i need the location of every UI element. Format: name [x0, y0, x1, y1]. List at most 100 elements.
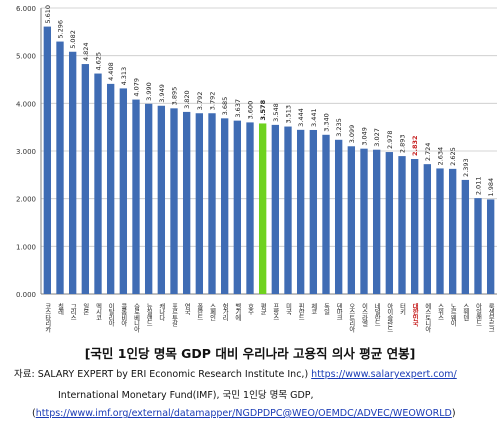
imf-datamapper-link[interactable]: https://www.imf.org/external/datamapper/… — [35, 408, 452, 419]
source-paren-close: ) — [451, 408, 456, 419]
value-label-23: 3.235 — [335, 118, 343, 137]
bar-5 — [106, 83, 115, 294]
value-label-25: 3.049 — [361, 127, 369, 146]
category-label-32: 노르웨이 — [449, 303, 456, 328]
category-label-20: 핀란드 — [297, 302, 304, 321]
bar-21 — [309, 129, 318, 294]
bar-22 — [322, 134, 330, 294]
bar-17 — [258, 123, 267, 294]
category-label-2: 그리스 — [69, 303, 76, 321]
y-tick-label: 4.000 — [16, 100, 36, 108]
value-label-7: 4.079 — [133, 78, 141, 97]
bar-2 — [68, 51, 77, 295]
value-label-22: 3.340 — [323, 113, 331, 132]
category-label-9: 캐나다 — [158, 303, 165, 322]
y-tick-label: 1.000 — [16, 243, 36, 251]
category-label-34: 아일랜드 — [475, 302, 482, 326]
value-label-2: 5.082 — [69, 30, 77, 49]
value-label-6: 4.313 — [120, 67, 128, 86]
y-tick-label: 0.000 — [16, 291, 36, 299]
category-label-31: 스위스 — [437, 303, 444, 321]
category-label-3: 일본 — [82, 302, 89, 316]
bar-7 — [132, 99, 140, 295]
bar-0 — [43, 26, 52, 295]
bar-28 — [398, 156, 406, 294]
value-label-26: 3.027 — [373, 128, 381, 147]
bar-24 — [347, 146, 356, 294]
category-label-25: 이스라엘 — [361, 302, 368, 327]
bar-19 — [284, 126, 292, 294]
value-label-5: 4.408 — [107, 62, 115, 81]
category-label-23: 덴마크 — [335, 302, 342, 321]
category-label-14: 헝가리 — [221, 303, 228, 322]
bar-6 — [119, 88, 128, 294]
value-label-32: 2.625 — [449, 147, 457, 166]
bar-8 — [144, 103, 153, 294]
value-label-35: 1.984 — [487, 178, 495, 197]
category-label-4: 멕시코 — [95, 302, 102, 321]
value-label-30: 2.724 — [424, 143, 432, 162]
chart-caption: [국민 1인당 명목 GDP 대비 우리나라 고용직 의사 평균 연봉] — [84, 346, 416, 361]
y-tick-label: 2.000 — [16, 196, 36, 204]
value-label-1: 5.296 — [57, 20, 65, 39]
bar-32 — [448, 168, 457, 294]
bar-12 — [195, 113, 204, 294]
bar-25 — [360, 148, 368, 294]
value-label-11: 3.820 — [183, 90, 191, 109]
bar-23 — [334, 139, 343, 294]
category-label-5: 이탈리아 — [107, 302, 114, 328]
bar-27 — [385, 152, 394, 294]
value-label-0: 5.610 — [44, 5, 52, 24]
category-label-6: 콜롬비아 — [120, 303, 127, 328]
y-tick-label: 5.000 — [16, 53, 36, 61]
bar-10 — [170, 108, 178, 294]
category-label-8: 뉴질랜드 — [145, 303, 152, 326]
value-label-9: 3.949 — [158, 84, 166, 103]
category-label-30: 에스토니아 — [424, 302, 431, 334]
value-label-4: 4.625 — [95, 52, 103, 71]
y-tick-label: 6.000 — [16, 5, 36, 13]
bar-26 — [372, 149, 381, 294]
value-label-17: 3.578 — [259, 99, 267, 120]
category-label-26: 네덜란드 — [373, 302, 380, 326]
value-label-10: 3.895 — [171, 87, 179, 106]
category-label-33: 스웨덴 — [462, 303, 469, 321]
source-line-1: 자료: SALARY EXPERT by ERI Economic Resear… — [14, 366, 457, 380]
value-label-12: 3.792 — [196, 92, 204, 111]
category-label-1: 칠레 — [57, 302, 64, 317]
category-label-10: 포르투갈 — [171, 303, 178, 327]
bar-14 — [220, 118, 229, 295]
value-label-29: 2.832 — [411, 135, 419, 156]
bar-30 — [423, 164, 432, 294]
value-label-31: 2.634 — [437, 147, 445, 166]
source-line-2: International Monetary Fund(IMF), 국민 1인당… — [58, 390, 314, 401]
value-label-14: 3.685 — [221, 97, 229, 116]
value-label-21: 3.441 — [310, 108, 318, 127]
y-tick-label: 3.000 — [16, 148, 36, 156]
bar-13 — [208, 113, 216, 294]
bar-31 — [436, 168, 444, 294]
bar-18 — [271, 124, 280, 295]
source-paren-open: ( — [32, 408, 36, 419]
bar-34 — [474, 198, 482, 294]
value-label-28: 2.893 — [399, 134, 407, 153]
bar-4 — [94, 73, 102, 295]
salary-gdp-bar-chart: 0.000 1.000 2.000 3.000 4.000 5.000 6.000 5.610… — [16, 5, 497, 334]
salaryexpert-link[interactable]: https://www.salaryexpert.com/ — [311, 369, 457, 380]
bar-20 — [296, 129, 305, 294]
bar-33 — [461, 179, 470, 294]
bar-1 — [56, 41, 64, 294]
category-label-29: 대한민국 — [411, 302, 418, 328]
value-label-27: 2.978 — [386, 130, 394, 149]
value-label-33: 2.393 — [462, 158, 470, 177]
category-label-27: 아이슬란드 — [386, 302, 393, 332]
category-label-12: 폴란드 — [196, 303, 203, 321]
category-label-21: 체코 — [310, 303, 317, 315]
value-label-8: 3.990 — [145, 82, 153, 101]
source-prefix: 자료: SALARY EXPERT by ERI Economic Resear… — [14, 369, 312, 380]
category-label-28: 터키 — [399, 302, 406, 317]
category-label-17: 평균 — [259, 302, 266, 316]
category-label-16: 호주 — [247, 303, 254, 317]
value-label-15: 3.637 — [234, 99, 242, 118]
category-label-0: 코스타리카 — [44, 303, 51, 334]
